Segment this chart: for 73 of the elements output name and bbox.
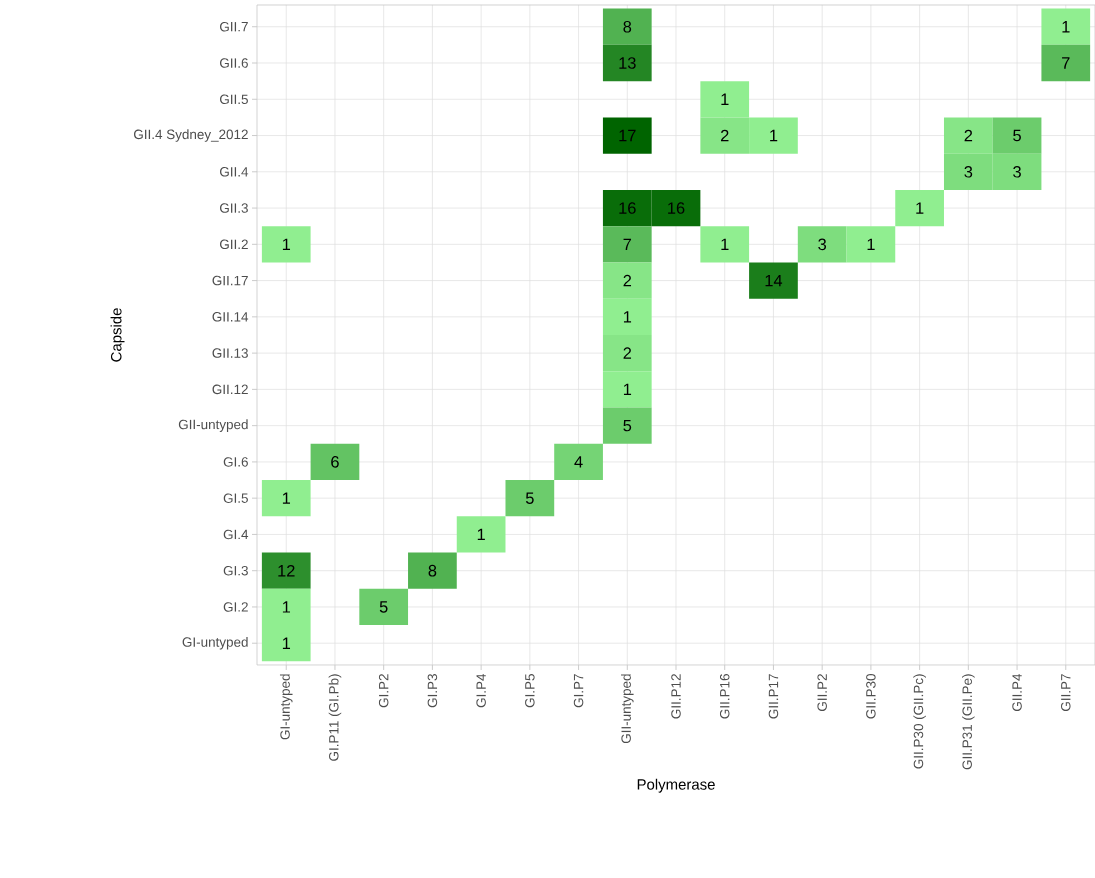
y-tick-label: GII.13	[212, 348, 248, 358]
data-label: 1	[623, 383, 632, 396]
y-tick-label: GII.2	[220, 239, 248, 250]
y-tick-label: GII.14	[212, 312, 249, 322]
data-label: 17	[619, 129, 636, 142]
y-tick-label: GII.4 Sydney_2012	[134, 129, 248, 142]
x-tick-label: GII.P7	[1061, 674, 1071, 711]
data-label: 3	[964, 165, 973, 178]
x-tick-label: GII.P16	[719, 674, 730, 719]
y-tick-label: GI.3	[223, 565, 248, 576]
data-label: 1	[282, 601, 291, 613]
data-label: 7	[623, 238, 632, 250]
data-label: 13	[619, 57, 636, 69]
y-tick-label: GII.4	[220, 167, 249, 177]
data-label: 1	[721, 238, 729, 250]
data-label: 1	[867, 238, 875, 250]
data-label: 5	[1013, 129, 1021, 142]
y-tick-label: GII.12	[212, 384, 248, 395]
y-tick-label: GI-untyped	[182, 636, 248, 650]
y-tick-label: GI.2	[223, 602, 248, 612]
x-tick-label: GII.P30 (GII.Pc)	[913, 674, 926, 769]
x-tick-label: GII.P4	[1012, 673, 1022, 711]
y-tick-label: GII.3	[220, 203, 248, 213]
x-tick-label: GI.P11 (GI.Pb)	[328, 674, 342, 761]
x-tick-label: GII.P12	[671, 674, 681, 719]
data-label: 2	[964, 129, 973, 142]
x-tick-label: GI.P4	[476, 673, 486, 708]
x-tick-label: GI.P3	[427, 674, 438, 708]
data-label: 5	[379, 601, 388, 613]
data-label: 2	[623, 274, 632, 287]
data-label: 1	[623, 311, 632, 323]
data-label: 2	[623, 347, 632, 359]
x-tick-label: GII.P2	[817, 674, 827, 711]
data-label: 5	[623, 419, 632, 432]
data-label: 1	[1062, 21, 1070, 33]
x-tick-label: GI-untyped	[279, 674, 293, 740]
data-label: 7	[1062, 57, 1070, 69]
x-tick-label: GII.P31 (GII.Pe)	[962, 674, 975, 770]
x-tick-label: GII.P17	[768, 674, 779, 719]
y-axis-title: Capside	[110, 308, 125, 362]
y-tick-label: GI.4	[223, 529, 249, 540]
data-label: 4	[574, 456, 583, 468]
y-tick-label: GII.5	[220, 94, 248, 105]
data-label: 1	[282, 492, 291, 504]
x-tick-label: GII.P30	[866, 674, 876, 719]
data-label: 6	[331, 456, 339, 468]
data-label: 5	[525, 492, 534, 504]
data-label: 1	[282, 637, 291, 649]
data-label: 8	[623, 20, 632, 33]
data-label: 1	[721, 93, 729, 105]
x-axis-title: Polymerase	[637, 778, 715, 793]
data-label: 3	[818, 238, 827, 251]
data-label: 1	[477, 528, 485, 541]
data-label: 1	[916, 202, 924, 214]
data-label: 14	[765, 274, 783, 287]
x-tick-label: GI.P2	[378, 674, 389, 708]
data-label: 1	[282, 238, 291, 250]
y-tick-label: GII.6	[220, 58, 248, 68]
data-label: 2	[720, 129, 729, 142]
data-label: 8	[428, 564, 437, 577]
x-tick-label: GI.P5	[525, 674, 535, 708]
y-tick-label: GII-untyped	[178, 419, 248, 432]
y-tick-label: GII.17	[212, 275, 248, 286]
y-tick-label: GI.5	[223, 493, 248, 503]
x-tick-label: GII-untyped	[621, 674, 634, 744]
x-tick-label: GI.P7	[573, 674, 584, 708]
y-tick-label: GII.7	[220, 21, 248, 32]
data-label: 16	[619, 202, 636, 214]
y-tick-label: GI.6	[223, 457, 248, 467]
data-label: 16	[668, 202, 685, 214]
data-label: 12	[278, 564, 295, 577]
data-label: 3	[1013, 165, 1021, 178]
data-label: 1	[770, 129, 778, 142]
